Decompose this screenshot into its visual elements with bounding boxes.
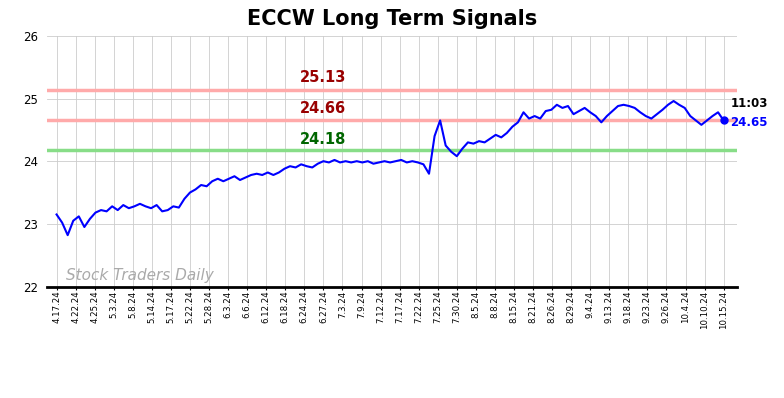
Title: ECCW Long Term Signals: ECCW Long Term Signals bbox=[247, 9, 537, 29]
Text: 24.18: 24.18 bbox=[300, 132, 347, 147]
Text: Stock Traders Daily: Stock Traders Daily bbox=[66, 268, 214, 283]
Text: 24.66: 24.66 bbox=[300, 101, 347, 116]
Text: 11:03: 11:03 bbox=[731, 97, 768, 109]
Text: 25.13: 25.13 bbox=[300, 70, 347, 85]
Text: 24.65: 24.65 bbox=[731, 116, 768, 129]
